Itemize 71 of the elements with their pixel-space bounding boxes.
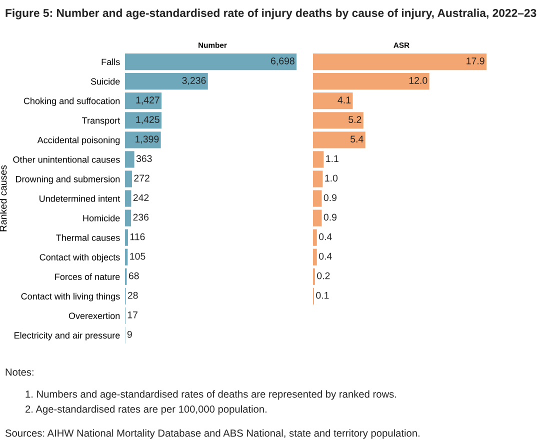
data-label: 9 [127,330,132,338]
text: Notes: [6,368,34,376]
data-label: 0.4 [318,252,332,260]
bar [313,53,487,70]
y-tick-label: Forces of nature [55,273,120,280]
data-label: 1,399 [136,136,159,144]
data-label: 4.1 [338,96,351,104]
data-label: 1,427 [136,96,160,105]
bar [125,248,128,266]
bar [125,73,208,90]
bar [125,92,162,110]
y-tick-label: Suicide [90,78,120,85]
bar [313,190,322,207]
y-tick-label: Other unintentional causes [13,156,120,163]
data-label: 17.9 [466,57,484,64]
data-label: 272 [134,174,150,182]
data-label: 3,236 [182,77,206,86]
bar [125,229,128,246]
data-label: 0.2 [317,272,330,280]
bar [125,112,162,129]
y-tick-label: Contact with objects [40,254,120,262]
bar [125,170,132,188]
data-label: 0.4 [318,233,332,240]
y-tick-label: Thermal causes [56,234,120,241]
data-label: 242 [133,194,149,202]
caption: Figure 5: Number and age-standardised rate of injury deaths by cause of injury, Australia, 2022–23 [6,8,536,20]
y-tick-label: Accidental poisoning [37,136,120,146]
y-tick-label: Electricity and air pressure [14,332,120,340]
data-label: 6,698 [271,57,294,66]
data-label: 5.2 [348,116,362,123]
text: 2. Age-standardised rates are per 100,000 population. [26,405,266,415]
data-label: 28 [128,292,138,299]
bar [125,132,161,148]
y-tick-label: Undetermined intent [40,195,120,202]
y-axis-title: Ranked causes [0,165,7,232]
y-tick-label: Contact with living things [21,292,120,302]
data-label: 105 [130,252,146,260]
bar [125,190,132,207]
y-tick-label: Choking and suffocation [24,98,120,106]
data-label: 363 [136,155,152,162]
y-tick-label: Drowning and submersion [16,176,120,184]
source-note: Sources: AIHW National Mortality Database and ABS National, state and territory population. [5,429,420,439]
bar [313,170,323,188]
bar [313,92,353,110]
y-tick-label: Transport [82,117,120,126]
data-label: 1.1 [326,155,338,162]
data-label: 116 [130,233,145,240]
text: 1. Numbers and age-standardised rates of deaths are represented by ranked rows. [26,390,396,400]
bar [313,210,322,226]
data-label: 0.9 [324,194,337,202]
data-label: 12.0 [409,77,428,84]
bar [313,229,317,246]
bar [125,210,132,226]
y-tick-label: Falls [102,58,120,66]
bar [313,151,324,168]
bar [313,112,364,129]
data-label: 1.0 [325,174,338,182]
bar [313,73,430,90]
bar [125,53,297,70]
y-tick-label: Overexertion [68,312,120,320]
data-label: 0.1 [316,292,329,299]
data-label: 236 [133,214,149,221]
data-label: 1,425 [136,116,160,124]
bar [125,151,134,168]
data-label: 0.9 [324,214,337,221]
bar [313,132,366,148]
data-label: 17 [128,312,138,318]
data-label: 5.4 [350,136,364,143]
bar [313,248,317,266]
data-label: 68 [128,272,139,280]
y-tick-label: Homicide [83,214,120,222]
